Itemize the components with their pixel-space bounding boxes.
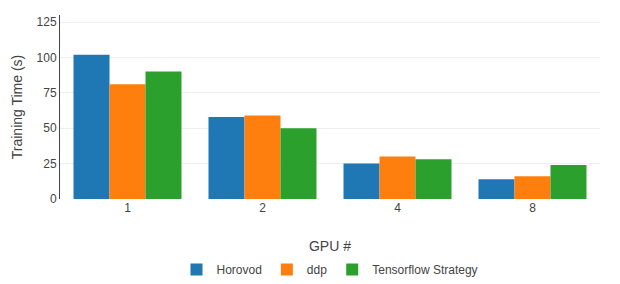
- svg-text:125: 125: [37, 15, 57, 29]
- svg-text:25: 25: [43, 157, 57, 171]
- svg-text:Training Time (s): Training Time (s): [9, 55, 25, 160]
- svg-text:75: 75: [43, 86, 57, 100]
- svg-text:2: 2: [259, 201, 266, 215]
- svg-text:Tensorflow Strategy: Tensorflow Strategy: [372, 263, 477, 277]
- svg-text:100: 100: [37, 51, 57, 65]
- svg-text:50: 50: [43, 121, 57, 135]
- svg-text:8: 8: [529, 201, 536, 215]
- svg-text:0: 0: [50, 192, 57, 206]
- svg-text:4: 4: [394, 201, 401, 215]
- svg-text:Horovod: Horovod: [217, 263, 262, 277]
- svg-text:1: 1: [124, 201, 131, 215]
- svg-text:GPU #: GPU #: [309, 238, 351, 254]
- svg-text:ddp: ddp: [307, 263, 327, 277]
